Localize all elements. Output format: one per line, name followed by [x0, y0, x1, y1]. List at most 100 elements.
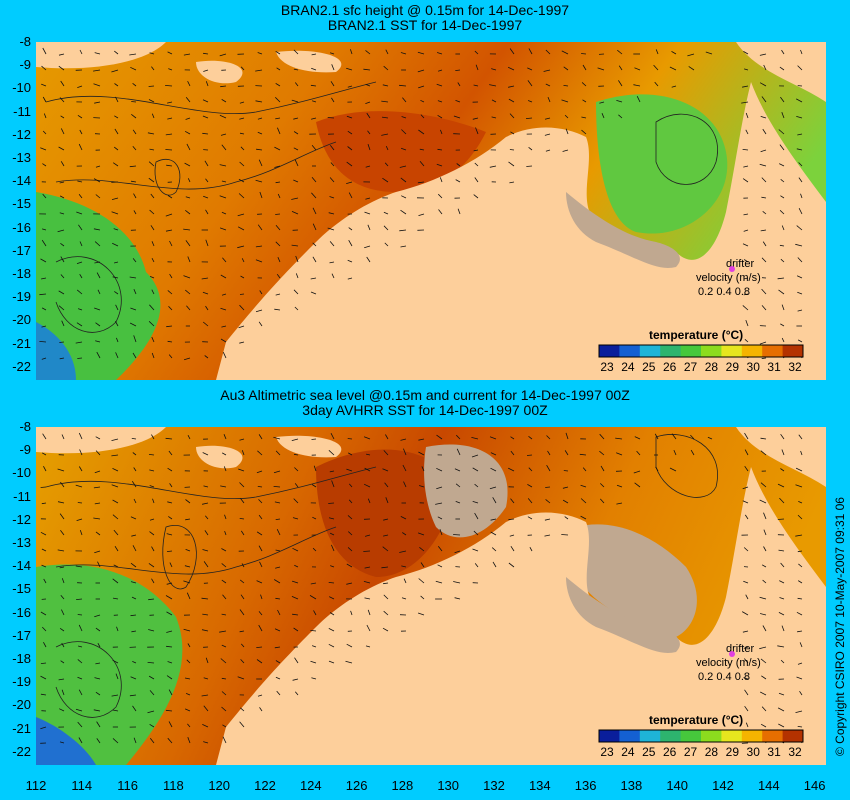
- current-arrow: [365, 165, 371, 168]
- current-arrow: [111, 694, 119, 697]
- current-arrow: [346, 161, 353, 167]
- current-arrow: [654, 81, 659, 87]
- current-arrow: [187, 81, 191, 87]
- current-arrow: [799, 642, 803, 648]
- current-arrow: [383, 211, 389, 215]
- current-arrow: [183, 53, 191, 56]
- current-arrow: [797, 65, 803, 71]
- current-arrow: [202, 321, 209, 327]
- current-arrow: [59, 357, 65, 360]
- no-data-region: [566, 192, 680, 268]
- current-arrow: [133, 193, 137, 199]
- current-arrow: [39, 341, 47, 343]
- current-arrow: [743, 51, 749, 55]
- current-arrow: [166, 630, 173, 633]
- current-arrow: [781, 112, 785, 119]
- current-arrow: [132, 258, 137, 263]
- current-arrow: [707, 436, 713, 440]
- current-arrow: [258, 545, 263, 552]
- no-data-region: [566, 577, 680, 653]
- current-arrow: [781, 625, 785, 632]
- current-arrow: [239, 518, 245, 520]
- latitude-tick-label: -17: [12, 242, 31, 258]
- current-arrow: [382, 84, 389, 87]
- current-arrow: [310, 277, 317, 280]
- current-arrow: [151, 241, 155, 247]
- current-arrow: [77, 85, 83, 88]
- current-arrow: [276, 67, 281, 71]
- legend-tick-label: 30: [747, 745, 761, 759]
- current-arrow: [79, 241, 83, 247]
- current-arrow: [40, 258, 47, 263]
- current-arrow: [437, 516, 443, 520]
- current-arrow: [420, 99, 425, 103]
- legend-title: temperature (°C): [649, 713, 743, 727]
- current-arrow: [277, 609, 281, 616]
- current-arrow: [474, 50, 479, 55]
- current-arrow: [169, 562, 173, 568]
- legend-title: temperature (°C): [649, 328, 743, 342]
- current-arrow: [294, 159, 299, 167]
- current-arrow: [222, 736, 227, 744]
- current-arrow: [277, 193, 281, 199]
- current-arrow: [455, 69, 461, 71]
- current-arrow: [435, 580, 443, 584]
- current-arrow: [329, 241, 335, 247]
- current-arrow: [112, 597, 119, 600]
- current-arrow: [762, 579, 767, 584]
- current-arrow: [274, 501, 281, 504]
- current-arrow: [367, 224, 371, 231]
- current-arrow: [544, 518, 551, 521]
- current-arrow: [94, 677, 101, 680]
- current-arrow: [491, 547, 497, 552]
- current-arrow: [743, 293, 749, 296]
- current-arrow: [489, 486, 497, 490]
- current-arrow: [256, 470, 263, 474]
- current-arrow: [238, 178, 245, 183]
- current-arrow: [78, 143, 83, 151]
- legend-color-swatch: [660, 730, 682, 742]
- current-arrow: [365, 50, 371, 55]
- current-arrow: [41, 83, 47, 87]
- current-arrow: [112, 659, 119, 664]
- current-arrow: [760, 691, 767, 696]
- current-arrow: [761, 96, 767, 103]
- current-arrow: [346, 468, 353, 472]
- current-arrow: [525, 117, 533, 119]
- current-arrow: [669, 66, 677, 71]
- current-arrow: [797, 726, 803, 728]
- current-arrow: [759, 499, 767, 504]
- current-arrow: [114, 291, 119, 295]
- current-arrow: [799, 690, 803, 696]
- current-arrow: [311, 438, 317, 440]
- current-arrow: [562, 486, 569, 489]
- current-arrow: [165, 709, 173, 712]
- current-arrow: [580, 498, 587, 504]
- current-arrow: [779, 66, 785, 71]
- current-arrow: [237, 245, 245, 249]
- current-arrow: [41, 502, 47, 505]
- current-arrow: [310, 630, 317, 632]
- current-arrow: [41, 65, 47, 71]
- current-arrow: [275, 450, 281, 456]
- current-arrow: [310, 117, 317, 120]
- cold-water-region: [36, 322, 76, 380]
- current-arrow: [183, 357, 191, 361]
- current-arrow: [222, 724, 227, 728]
- current-arrow: [616, 502, 623, 505]
- current-arrow: [328, 212, 335, 215]
- current-arrow: [366, 112, 371, 119]
- current-arrow: [671, 51, 677, 55]
- current-arrow: [347, 438, 353, 440]
- current-arrow: [129, 53, 137, 56]
- current-arrow: [565, 432, 569, 440]
- current-arrow: [345, 660, 353, 664]
- current-arrow: [401, 129, 407, 135]
- current-arrow: [436, 52, 443, 55]
- current-arrow: [761, 564, 767, 568]
- current-arrow: [309, 595, 317, 600]
- current-arrow: [616, 484, 623, 488]
- current-arrow: [363, 483, 371, 488]
- current-arrow: [763, 529, 767, 536]
- current-arrow: [148, 675, 155, 680]
